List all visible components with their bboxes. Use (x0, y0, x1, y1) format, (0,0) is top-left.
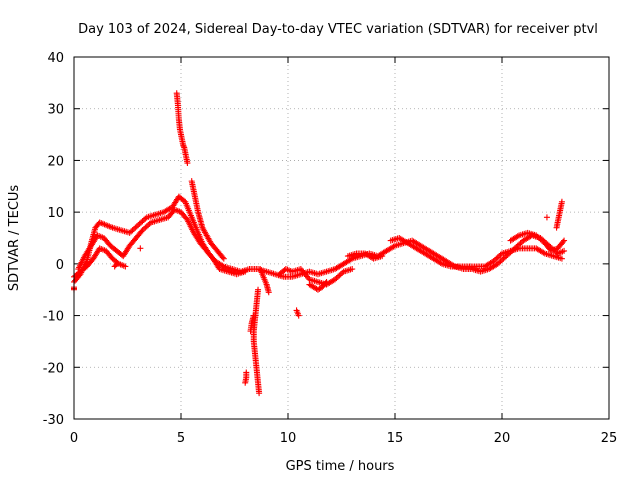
data-point (437, 259, 444, 266)
data-point (242, 379, 249, 386)
y-tick-label: -20 (43, 361, 64, 376)
data-point (139, 227, 146, 234)
data-point (136, 220, 143, 227)
data-point (493, 255, 500, 262)
data-point (517, 240, 524, 247)
data-point (336, 272, 343, 279)
data-point (536, 235, 543, 241)
data-point (140, 216, 147, 223)
y-tick-label: 20 (47, 154, 64, 169)
data-point (139, 218, 146, 225)
data-point (561, 237, 568, 244)
data-point (130, 225, 137, 232)
y-tick-label: 0 (56, 258, 64, 273)
data-point (332, 276, 339, 283)
data-point (113, 260, 120, 267)
data-point (533, 232, 540, 239)
data-point (126, 229, 133, 236)
x-axis-label: GPS time / hours (286, 459, 395, 474)
data-point (333, 275, 340, 282)
data-point (499, 256, 505, 263)
data-points (71, 90, 568, 397)
data-point (494, 254, 501, 261)
y-tick-label: 30 (47, 103, 64, 118)
data-point (561, 247, 568, 254)
y-tick-label: 40 (47, 51, 64, 66)
data-point (558, 255, 565, 262)
y-axis-label: SDTVAR / TECUs (7, 185, 22, 292)
x-tick-label: 20 (494, 431, 511, 446)
data-point (379, 253, 386, 260)
data-point (339, 269, 346, 276)
x-tick-label: 0 (70, 431, 78, 446)
y-tick-label: -30 (43, 413, 64, 428)
data-point (219, 254, 226, 261)
data-point (143, 223, 150, 230)
data-point (347, 256, 354, 263)
y-tick-label: 10 (47, 206, 64, 221)
data-point (501, 254, 508, 261)
data-point (132, 224, 139, 231)
data-point (247, 328, 254, 335)
x-tick-label: 25 (601, 431, 618, 446)
data-point (146, 220, 153, 227)
data-point (390, 243, 397, 250)
data-point (534, 233, 541, 240)
data-point (538, 237, 545, 244)
data-point (220, 255, 227, 262)
data-point (540, 249, 547, 256)
y-tick-label: -10 (43, 310, 64, 325)
data-point (497, 251, 504, 258)
data-point (112, 262, 119, 269)
data-point (496, 259, 503, 266)
data-point (323, 278, 330, 285)
data-point (497, 258, 504, 265)
data-point (140, 225, 147, 232)
x-tick-label: 5 (177, 431, 185, 446)
data-point (184, 160, 191, 167)
data-point (558, 198, 565, 205)
data-point (142, 224, 149, 231)
data-point (537, 236, 544, 243)
data-point (135, 222, 142, 229)
data-point (491, 256, 498, 263)
data-point (265, 289, 272, 296)
data-point (514, 233, 521, 240)
data-point (349, 266, 356, 273)
data-point (503, 253, 510, 260)
data-point (295, 312, 302, 319)
data-point (496, 253, 503, 260)
data-point (256, 390, 263, 397)
x-tick-label: 10 (280, 431, 297, 446)
data-point (137, 245, 144, 252)
data-point (138, 219, 145, 226)
data-point (494, 260, 501, 267)
data-point (337, 271, 344, 278)
plot-frame (73, 56, 610, 420)
chart-title: Day 103 of 2024, Sidereal Day-to-day VTE… (78, 22, 598, 37)
data-point (145, 222, 152, 229)
data-point (543, 214, 550, 221)
data-point (322, 280, 329, 287)
data-point (142, 215, 149, 222)
data-point (129, 227, 136, 234)
data-point (490, 258, 497, 265)
x-tick-label: 15 (387, 431, 404, 446)
data-point (133, 223, 140, 230)
data-point (122, 263, 129, 270)
data-point (128, 228, 135, 235)
data-point (559, 238, 566, 245)
data-point (334, 273, 341, 280)
data-point (500, 255, 507, 262)
data-point (242, 268, 249, 275)
